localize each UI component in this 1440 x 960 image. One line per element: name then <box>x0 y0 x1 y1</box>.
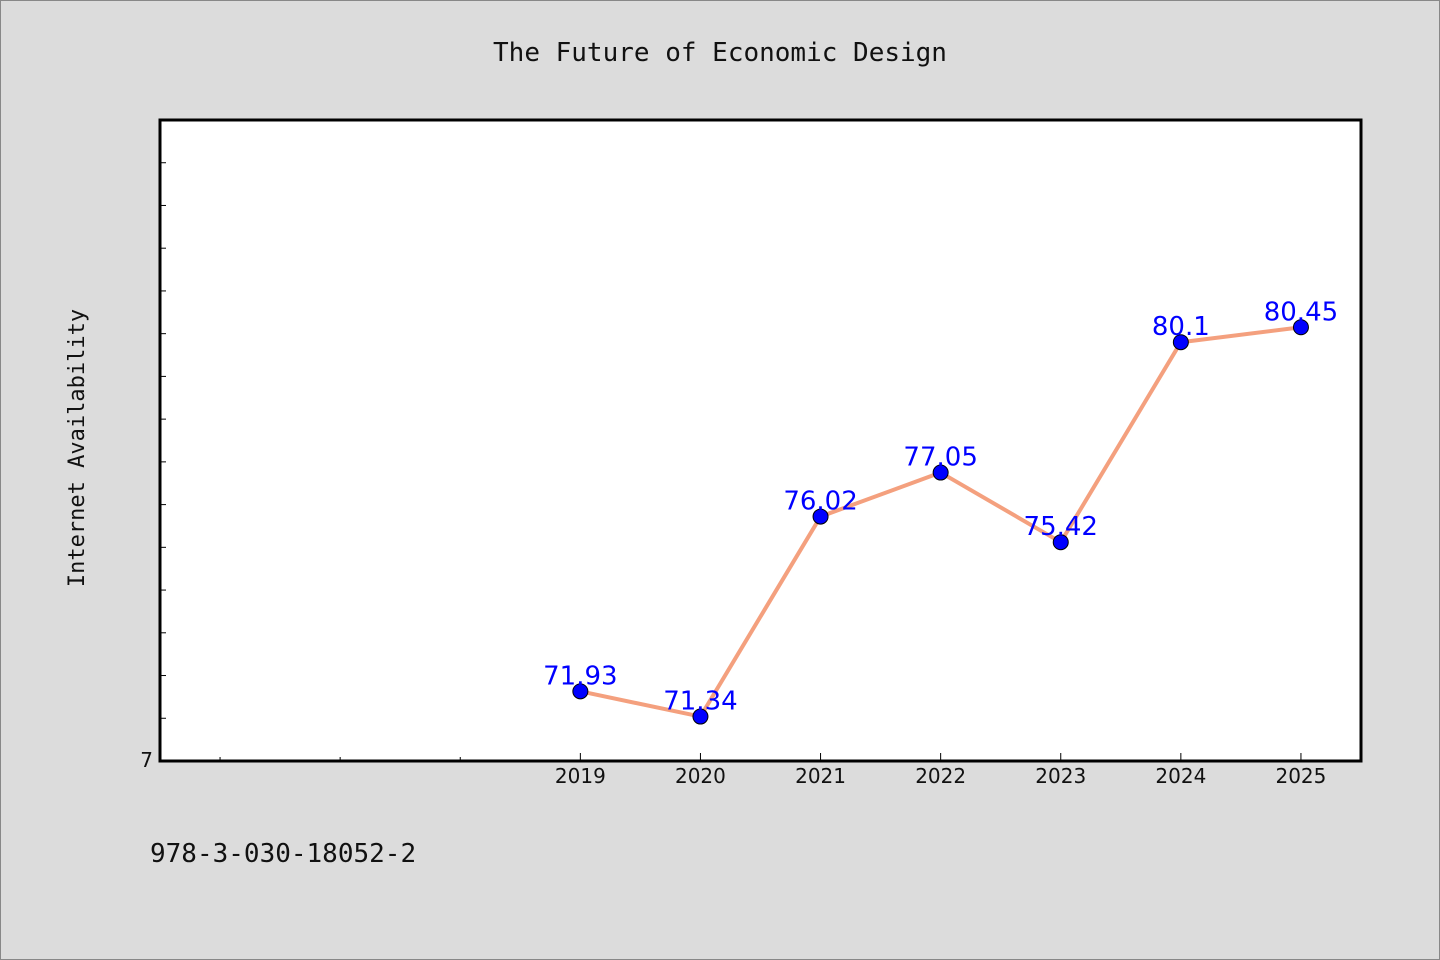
chart-title: The Future of Economic Design <box>493 38 947 68</box>
data-point <box>812 508 829 525</box>
y-axis-ticks: 7 <box>140 162 166 772</box>
isbn-text: 978-3-030-18052-2 <box>150 839 416 869</box>
x-tick-label: 2020 <box>675 764 726 788</box>
data-label: 80.1 <box>1152 312 1210 342</box>
plot-area <box>158 118 1363 763</box>
data-point <box>1292 319 1309 336</box>
data-points-group <box>572 319 1309 725</box>
data-point <box>932 464 949 481</box>
y-tick-label: 7 <box>140 748 153 772</box>
data-point <box>692 708 709 725</box>
data-point <box>1172 334 1189 351</box>
data-label: 71.93 <box>543 661 617 691</box>
x-tick-label: 2019 <box>555 764 606 788</box>
data-point <box>572 683 589 700</box>
x-tick-label: 2024 <box>1155 764 1206 788</box>
data-point <box>1052 534 1069 551</box>
x-tick-label: 2021 <box>795 764 846 788</box>
y-axis-label: Internet Availability <box>65 309 90 587</box>
data-label: 77.05 <box>903 443 977 473</box>
x-tick-label: 2023 <box>1035 764 1086 788</box>
data-label: 71.34 <box>663 687 737 717</box>
data-label: 75.42 <box>1024 512 1098 542</box>
data-label: 76.02 <box>783 487 857 517</box>
x-tick-label: 2025 <box>1275 764 1326 788</box>
x-tick-label: 2022 <box>915 764 966 788</box>
x-axis-ticks: 2019 2020 2021 2022 2023 2024 2025 <box>219 753 1326 788</box>
data-labels-group: 71.93 71.34 76.02 77.05 75.42 80.1 80.45 <box>543 297 1338 716</box>
data-label: 80.45 <box>1264 297 1338 327</box>
